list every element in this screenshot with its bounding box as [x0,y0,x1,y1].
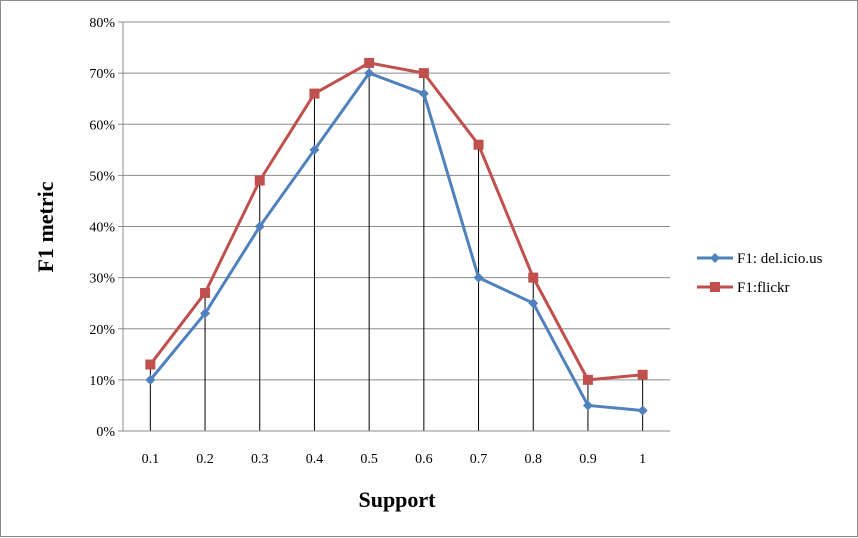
x-tick-label: 0.2 [196,452,214,467]
tick-labels: 0% 10% 20% 30% 40% 50% 60% 70% 80% 0.1 0.2 0.3 0.4 0.… [89,16,646,467]
data-point-diamond [528,298,539,309]
data-point-diamond [364,68,375,79]
x-axis-title: Support [358,487,436,512]
data-point-square [254,175,265,186]
data-point-diamond [418,88,429,99]
legend-item-flickr: F1:flickr [697,280,790,296]
data-point-square [637,369,648,380]
series-delicious [145,68,648,416]
y-tick-label: 80% [89,16,115,31]
y-tick-label: 30% [89,272,115,287]
data-point-square [364,57,375,68]
legend-label-delicious: F1: del.icio.us [737,251,823,267]
y-tick-label: 0% [96,425,115,440]
x-tick-label: 0.3 [251,452,269,467]
data-point-diamond [145,374,156,385]
x-tick-label: 0.9 [579,452,597,467]
x-tick-label: 0.8 [525,452,543,467]
data-point-diamond [637,405,648,416]
data-point-square [200,287,211,298]
data-point-square [528,272,539,283]
data-point-diamond [309,144,320,155]
y-tick-label: 40% [89,221,115,236]
x-tick-label: 0.1 [142,452,160,467]
x-tick-label: 0.5 [360,452,378,467]
series-line [149,71,643,413]
series-layer [145,57,648,416]
data-point-diamond [200,308,211,319]
data-point-square [473,139,484,150]
data-point-diamond [473,272,484,283]
legend-label-flickr: F1:flickr [737,280,790,296]
x-tick-label: 0.7 [470,452,488,467]
series-flickr [145,57,648,385]
legend-item-delicious: F1: del.icio.us [697,251,823,267]
legend: F1: del.icio.us F1:flickr [697,251,823,296]
y-tick-label: 10% [89,374,115,389]
legend-marker-square [710,282,720,292]
data-point-square [582,374,593,385]
y-axis-title: F1 metric [33,181,58,272]
legend-marker-diamond [710,253,720,263]
y-tick-label: 70% [89,67,115,82]
axes [118,21,670,432]
data-point-square [145,359,156,370]
y-tick-label: 60% [89,118,115,133]
data-point-diamond [582,400,593,411]
data-point-diamond [254,221,265,232]
data-point-square [309,88,320,99]
y-tick-label: 20% [89,323,115,338]
x-tick-label: 0.6 [415,452,433,467]
x-tick-label: 1 [639,452,646,467]
data-point-square [418,68,429,79]
drop-lines [149,62,644,431]
x-tick-label: 0.4 [306,452,324,467]
series-line [149,61,643,382]
y-tick-label: 50% [89,169,115,184]
